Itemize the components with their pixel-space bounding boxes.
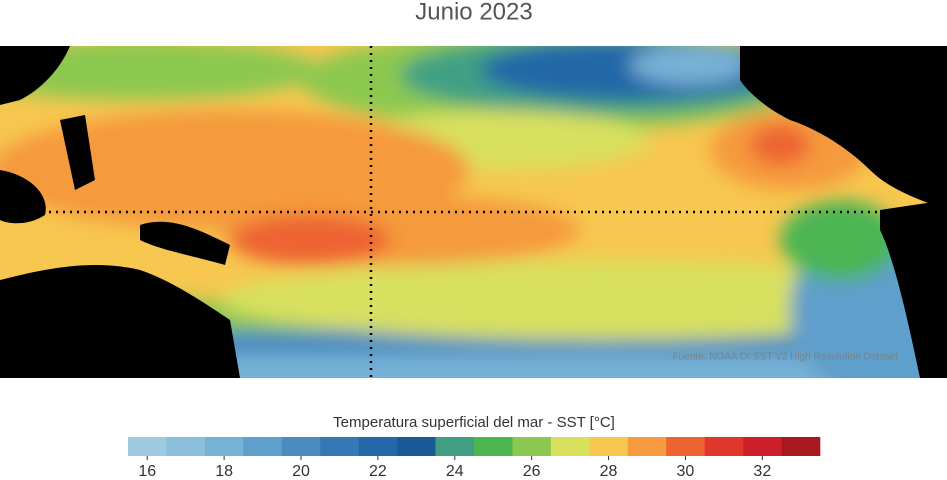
colorbar-tick-label: 18 <box>215 463 233 480</box>
colorbar-tick-label: 26 <box>523 463 541 480</box>
colorbar-swatch <box>128 437 167 456</box>
colorbar-tick-label: 32 <box>753 463 771 480</box>
colorbar-swatch <box>781 437 821 456</box>
title: Junio 2023 <box>415 0 532 25</box>
colorbar-swatch <box>550 437 590 456</box>
colorbar-swatch <box>435 437 475 456</box>
sst-field: Fuente: NOAA OI SST V2 High Resolution D… <box>0 46 947 378</box>
colorbar-swatch <box>358 437 398 456</box>
colorbar-tick-label: 20 <box>292 463 310 480</box>
land <box>0 46 947 378</box>
source-note: Fuente: NOAA OI SST V2 High Resolution D… <box>673 352 899 363</box>
colorbar-tick-label: 22 <box>369 463 387 480</box>
colorbar-swatch <box>666 437 705 456</box>
colorbar-swatch <box>204 437 244 456</box>
colorbar-swatch <box>320 437 359 456</box>
colorbar-swatch <box>474 437 513 456</box>
colorbar-swatch <box>704 437 744 456</box>
colorbar-swatch <box>512 437 552 456</box>
colorbar-swatch <box>243 437 283 456</box>
colorbar-swatch <box>281 437 321 456</box>
colorbar-tick-label: 24 <box>446 463 464 480</box>
colorbar: 16 18 20 22 24 26 28 30 32 <box>128 437 821 480</box>
colorbar-label: Temperatura superficial del mar - SST [°… <box>333 414 615 431</box>
colorbar-tick-label: 16 <box>138 463 156 480</box>
colorbar-swatch <box>589 437 629 456</box>
colorbar-swatch <box>743 437 782 456</box>
colorbar-swatch <box>166 437 206 456</box>
colorbar-swatch <box>627 437 667 456</box>
colorbar-swatch <box>397 437 436 456</box>
colorbar-tick-label: 28 <box>600 463 618 480</box>
colorbar-tick-label: 30 <box>677 463 695 480</box>
